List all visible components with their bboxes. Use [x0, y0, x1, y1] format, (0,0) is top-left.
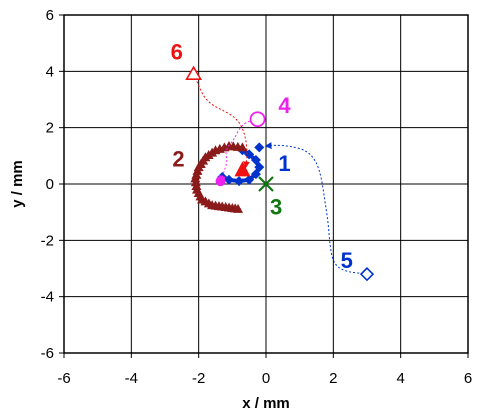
- series-2-point: [190, 177, 201, 187]
- x-tick-label: 2: [329, 370, 337, 387]
- y-tick-label: -2: [41, 232, 54, 249]
- x-tick-label: 4: [396, 370, 404, 387]
- series-5-start-point: [359, 267, 375, 282]
- series-6-label: 6: [171, 40, 183, 65]
- series-4-end-point: [215, 176, 226, 187]
- series-3-label: 3: [270, 195, 282, 220]
- series-1-label: 1: [278, 151, 290, 176]
- x-tick-label: -4: [125, 370, 138, 387]
- grid: [63, 14, 469, 354]
- y-tick-label: -4: [41, 289, 54, 306]
- series-6-start-point: [185, 65, 203, 80]
- series-3: 3: [258, 176, 282, 220]
- series-2-end-point: [234, 161, 251, 177]
- series-layer: 1 2 3 4 5 6: [171, 40, 375, 282]
- series-1-point: [254, 162, 265, 173]
- y-tick-label: 2: [46, 120, 54, 137]
- series-6: 6: [171, 40, 250, 169]
- series-1-point: [223, 174, 234, 185]
- series-4-start-point: [249, 111, 266, 128]
- series-2-point: [233, 203, 244, 213]
- series-2-point: [190, 173, 201, 183]
- series-3-point: [258, 176, 274, 192]
- series-1-point: [250, 169, 261, 180]
- x-tick-label: 6: [464, 370, 472, 387]
- y-tick-label: 0: [46, 176, 54, 193]
- series-5-label: 5: [341, 248, 353, 273]
- y-tick-label: 6: [46, 7, 54, 24]
- series-1-point: [244, 174, 255, 185]
- ticks: -6 -4 -2 0 2 4 6 -6 -4 -2 0 2 4 6: [41, 7, 473, 387]
- series-1-end-point: [254, 142, 265, 153]
- series-4-label: 4: [278, 93, 291, 118]
- series-2-label: 2: [172, 147, 184, 172]
- y-axis-title: y / mm: [9, 160, 26, 208]
- series-4-path: [219, 118, 258, 183]
- series-5-path: [264, 142, 368, 275]
- series-4: 4: [215, 93, 291, 187]
- x-axis-title: x / mm: [242, 395, 290, 412]
- x-marker-stroke: [258, 176, 274, 192]
- y-tick-label: 4: [46, 63, 54, 80]
- series-5: 5: [264, 142, 375, 282]
- series-1-point: [250, 155, 261, 166]
- y-tick-label: -6: [41, 345, 54, 362]
- series-6-path: [193, 73, 250, 169]
- x-tick-label: -2: [192, 370, 205, 387]
- x-tick-label: 0: [262, 370, 270, 387]
- series-2-point: [191, 181, 202, 191]
- series-2: 2: [172, 140, 251, 213]
- series-1-point: [234, 176, 245, 187]
- x-tick-label: -6: [57, 370, 70, 387]
